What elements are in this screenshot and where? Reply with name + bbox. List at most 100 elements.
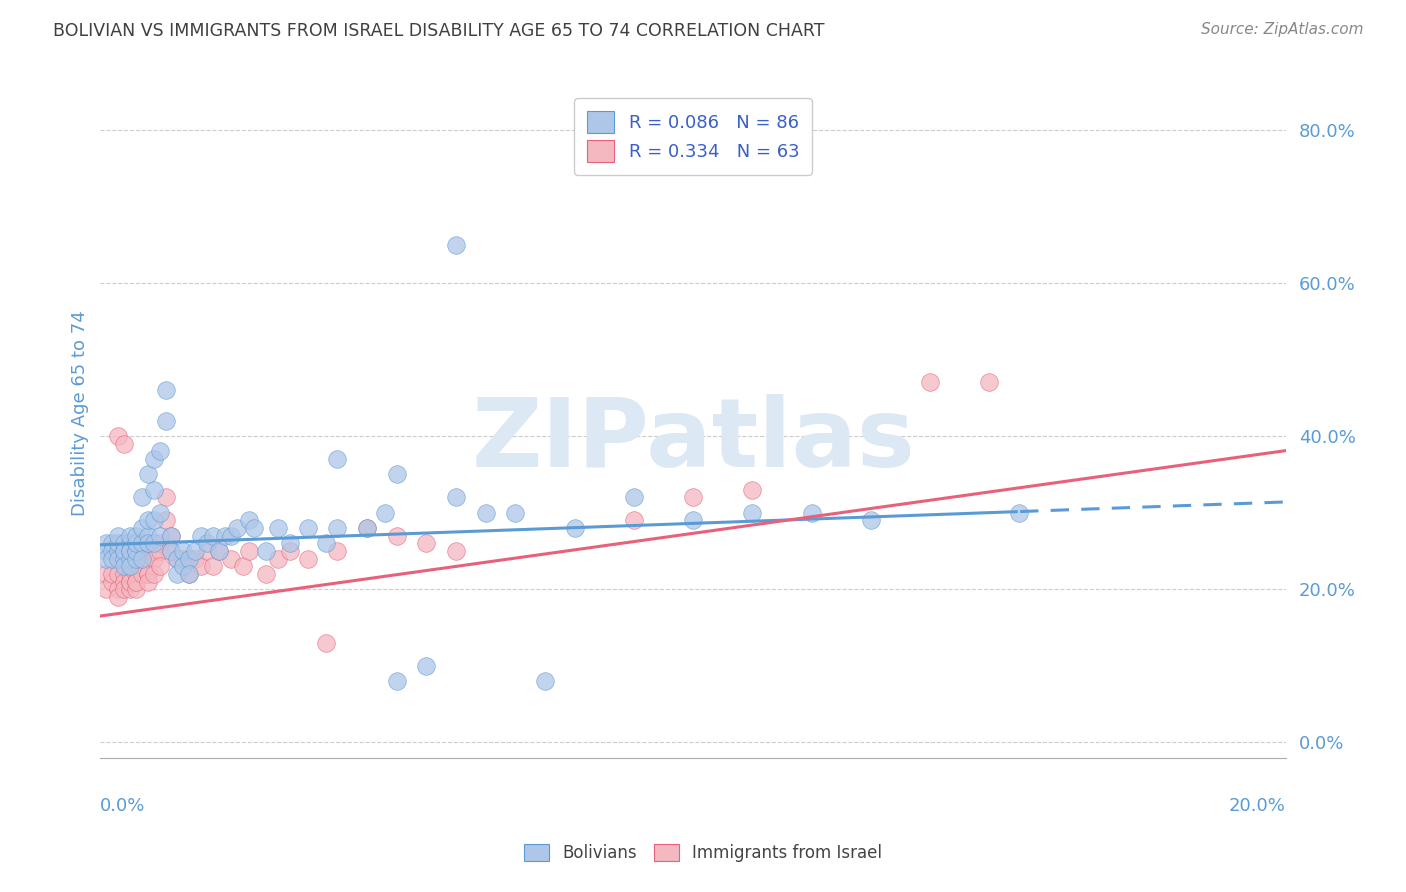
Point — [179, 566, 201, 581]
Point — [96, 544, 118, 558]
Point — [254, 544, 277, 558]
Point — [125, 582, 148, 597]
Point — [118, 582, 141, 597]
Point — [149, 536, 172, 550]
Point — [172, 544, 194, 558]
Point — [385, 528, 408, 542]
Point — [142, 536, 165, 550]
Point — [385, 674, 408, 689]
Point — [101, 551, 124, 566]
Point — [564, 521, 586, 535]
Point — [1008, 506, 1031, 520]
Point — [201, 528, 224, 542]
Point — [96, 551, 118, 566]
Point — [238, 544, 260, 558]
Point — [149, 506, 172, 520]
Point — [131, 491, 153, 505]
Point — [326, 521, 349, 535]
Point — [125, 574, 148, 589]
Point — [208, 544, 231, 558]
Point — [107, 590, 129, 604]
Point — [859, 513, 882, 527]
Point — [112, 536, 135, 550]
Point — [118, 528, 141, 542]
Point — [96, 582, 118, 597]
Point — [172, 551, 194, 566]
Point — [315, 536, 337, 550]
Point — [214, 528, 236, 542]
Point — [118, 574, 141, 589]
Point — [125, 536, 148, 550]
Point — [149, 544, 172, 558]
Point — [444, 544, 467, 558]
Point — [444, 491, 467, 505]
Point — [125, 544, 148, 558]
Point — [149, 528, 172, 542]
Point — [112, 559, 135, 574]
Point — [155, 414, 177, 428]
Point — [136, 536, 159, 550]
Point — [112, 582, 135, 597]
Point — [142, 566, 165, 581]
Point — [623, 491, 645, 505]
Point — [195, 544, 218, 558]
Point — [160, 544, 183, 558]
Point — [172, 559, 194, 574]
Point — [800, 506, 823, 520]
Point — [136, 566, 159, 581]
Point — [112, 551, 135, 566]
Point — [166, 551, 188, 566]
Point — [112, 544, 135, 558]
Point — [118, 559, 141, 574]
Point — [503, 506, 526, 520]
Point — [979, 376, 1001, 390]
Point — [112, 574, 135, 589]
Point — [107, 536, 129, 550]
Text: Source: ZipAtlas.com: Source: ZipAtlas.com — [1201, 22, 1364, 37]
Point — [125, 544, 148, 558]
Point — [125, 536, 148, 550]
Point — [131, 551, 153, 566]
Point — [225, 521, 247, 535]
Point — [136, 528, 159, 542]
Point — [112, 566, 135, 581]
Point — [267, 521, 290, 535]
Point — [131, 566, 153, 581]
Point — [155, 513, 177, 527]
Point — [385, 467, 408, 482]
Point — [142, 452, 165, 467]
Point — [326, 544, 349, 558]
Point — [142, 551, 165, 566]
Point — [142, 544, 165, 558]
Point — [101, 536, 124, 550]
Point — [184, 551, 207, 566]
Point — [444, 237, 467, 252]
Point — [232, 559, 254, 574]
Point — [131, 536, 153, 550]
Point — [136, 566, 159, 581]
Point — [107, 528, 129, 542]
Point — [101, 574, 124, 589]
Point — [184, 544, 207, 558]
Point — [315, 636, 337, 650]
Point — [142, 483, 165, 497]
Point — [125, 551, 148, 566]
Point — [136, 467, 159, 482]
Point — [297, 521, 319, 535]
Point — [125, 566, 148, 581]
Text: BOLIVIAN VS IMMIGRANTS FROM ISRAEL DISABILITY AGE 65 TO 74 CORRELATION CHART: BOLIVIAN VS IMMIGRANTS FROM ISRAEL DISAB… — [53, 22, 825, 40]
Point — [195, 536, 218, 550]
Point — [142, 513, 165, 527]
Point — [149, 559, 172, 574]
Point — [920, 376, 942, 390]
Point — [160, 528, 183, 542]
Point — [118, 544, 141, 558]
Point — [415, 658, 437, 673]
Point — [741, 506, 763, 520]
Point — [682, 513, 704, 527]
Legend: Bolivians, Immigrants from Israel: Bolivians, Immigrants from Israel — [516, 836, 890, 871]
Point — [96, 566, 118, 581]
Point — [219, 528, 242, 542]
Point — [125, 574, 148, 589]
Point — [356, 521, 378, 535]
